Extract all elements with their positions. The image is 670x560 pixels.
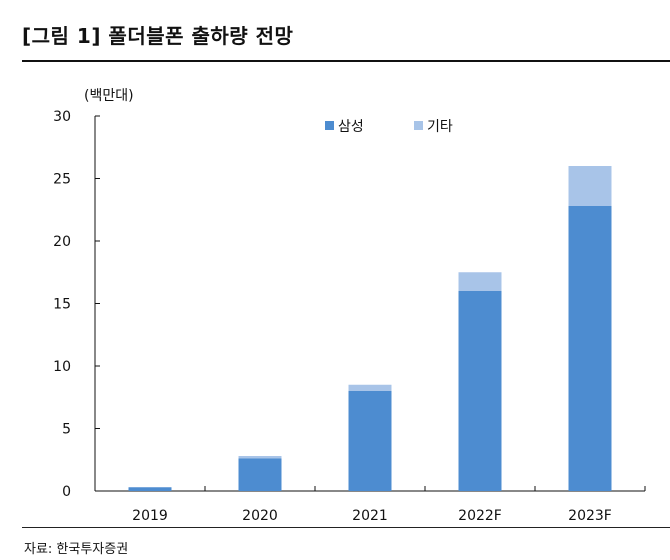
source-divider [22,527,670,528]
source-note: 자료: 한국투자증권 [24,542,129,557]
y-tick-label: 0 [62,484,71,500]
bar-segment [568,206,612,491]
y-axis-ticks: 0 5 10 15 20 25 30 [53,109,100,500]
x-tick-label: 2020 [242,508,278,524]
y-axis-unit-label: (백만대) [84,88,134,104]
bar-series-group [128,166,612,491]
y-tick-label: 5 [62,422,71,438]
title-divider [22,60,670,62]
bar-segment [458,291,502,491]
legend-swatch [325,121,334,130]
y-tick-label: 30 [53,109,71,125]
y-tick-label: 25 [53,172,71,188]
bar-segment [238,456,282,459]
bar-segment [128,487,172,491]
x-tick-label: 2021 [352,508,388,524]
legend-label: 삼성 [338,119,364,135]
bar-segment [348,384,392,391]
x-tick-label: 2019 [132,508,168,524]
legend: 삼성 기타 [325,119,453,135]
chart-title: [그림 1] 폴더블폰 출하량 전망 [22,24,294,48]
legend-swatch [414,121,423,130]
y-tick-label: 15 [53,297,71,313]
bar-segment [238,458,282,491]
x-axis-labels: 2019 2020 2021 2022F 2023F [132,486,646,524]
stacked-bar-chart: (백만대) 0 5 10 15 20 25 30 2019 2020 2021 2022F 2023… [53,88,646,524]
y-tick-label: 10 [53,359,71,375]
x-tick-label: 2023F [568,508,612,524]
x-tick-label: 2022F [458,508,502,524]
bar-segment [458,272,502,291]
bar-segment [568,166,612,206]
bar-segment [348,391,392,491]
y-tick-label: 20 [53,234,71,250]
legend-label: 기타 [427,119,453,135]
